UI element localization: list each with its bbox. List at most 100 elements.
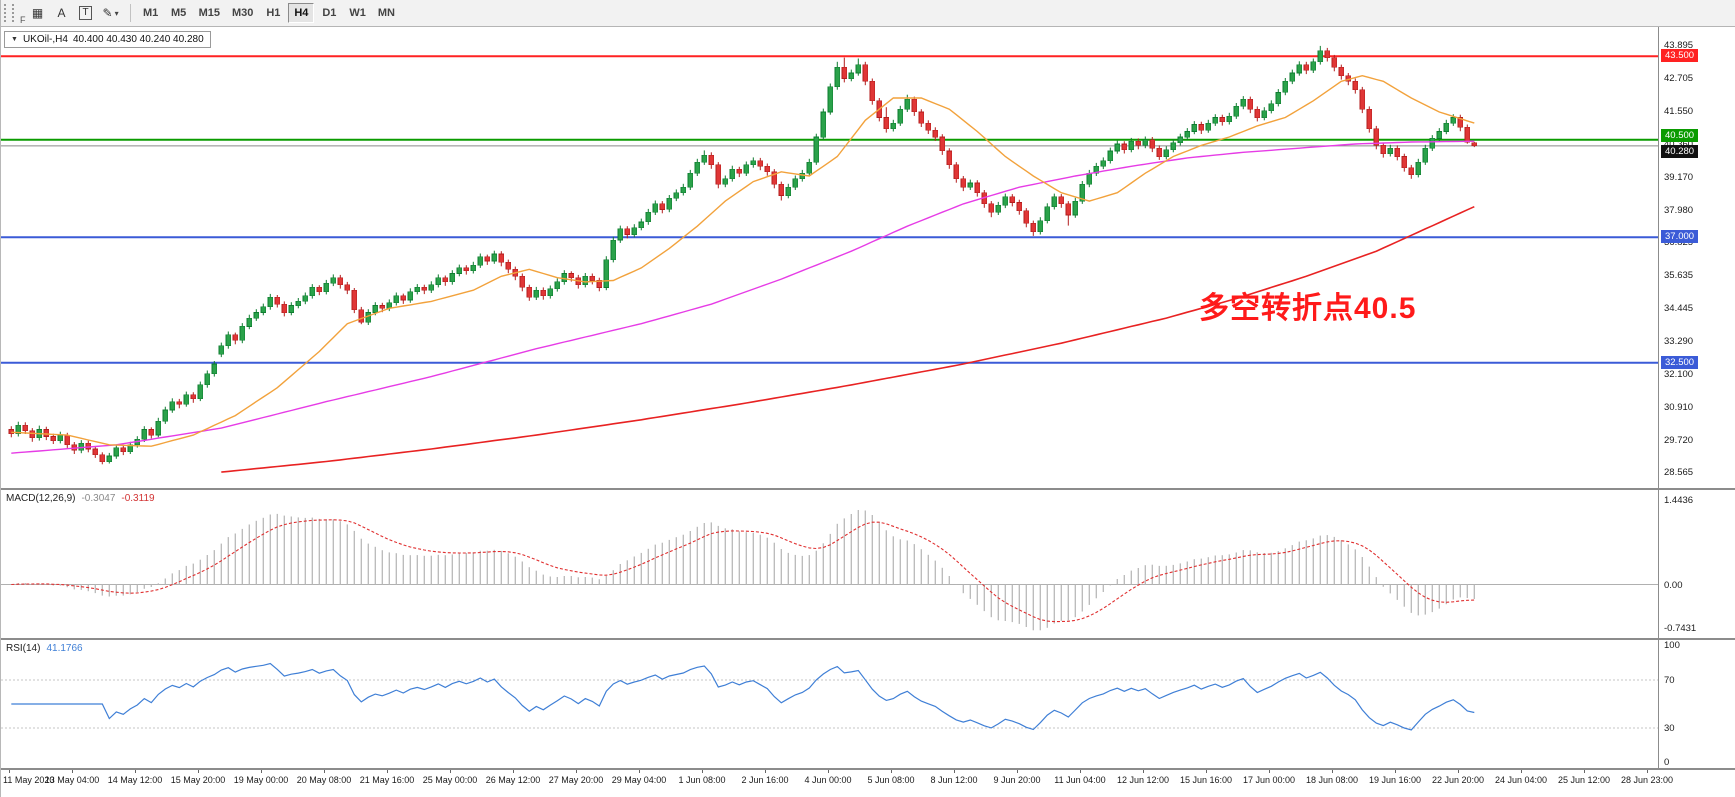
candle-body: [470, 264, 476, 272]
candle-body: [1317, 50, 1323, 63]
ma-fast-line: [11, 74, 1475, 447]
candle-body: [505, 262, 511, 270]
candle-body: [176, 401, 182, 405]
time-axis[interactable]: 11 May 2020 13 May 04:00 14 May 12:00 15 Ma…: [1, 770, 1735, 797]
rsi-axis[interactable]: 100 70 30 0: [1658, 640, 1735, 768]
candle-body: [64, 434, 70, 446]
cursor-a-button[interactable]: A: [51, 3, 73, 24]
time-tick: [765, 770, 766, 773]
candle-body: [246, 317, 252, 327]
candle-body: [1240, 99, 1246, 107]
candle-body: [1198, 124, 1204, 131]
candle-body: [953, 164, 959, 180]
candle-body: [1058, 196, 1064, 205]
time-label: 4 Jun 00:00: [804, 775, 852, 785]
grid-icon: ▦: [31, 6, 44, 20]
macd-axis[interactable]: 1.4436 0.00 -0.7431: [1658, 490, 1735, 638]
time-label: 1 Jun 08:00: [678, 775, 726, 785]
candle-body: [1268, 103, 1274, 111]
candle-body: [1044, 206, 1050, 221]
price-badge: 43.500: [1661, 49, 1699, 62]
candle-body: [1163, 149, 1169, 157]
time-tick: [387, 770, 388, 773]
candle-body: [1170, 142, 1176, 150]
candle-body: [1415, 161, 1421, 175]
candle-body: [1016, 202, 1022, 212]
candle-body: [792, 178, 798, 188]
time-label: 9 Jun 20:00: [993, 775, 1041, 785]
candle-body: [1191, 124, 1197, 132]
panel-separator[interactable]: [1, 638, 1735, 640]
macd-panel-canvas[interactable]: [1, 490, 1658, 638]
rsi-panel-canvas[interactable]: [1, 640, 1658, 768]
text-t-button[interactable]: T: [75, 3, 97, 24]
timeframe-button-M30[interactable]: M30: [227, 3, 258, 23]
timeframe-button-M5[interactable]: M5: [166, 3, 192, 23]
candle-body: [484, 256, 490, 262]
candle-body: [526, 287, 532, 298]
timeframe-button-H4[interactable]: H4: [288, 3, 315, 23]
candle-body: [827, 86, 833, 113]
candle-body: [1107, 150, 1113, 161]
candle-body: [1121, 143, 1127, 150]
candle-body: [1443, 122, 1449, 132]
candle-body: [337, 277, 343, 285]
ma-mid-line: [11, 140, 1475, 454]
price-tick-label: 28.565: [1664, 467, 1694, 478]
candle-body: [617, 228, 623, 241]
candle-body: [1282, 80, 1288, 93]
toolbar-drag-handle[interactable]: [4, 4, 14, 22]
price-badge: 40.500: [1661, 129, 1699, 142]
f-label: F: [20, 15, 26, 25]
time-label: 11 Jun 04:00: [1054, 775, 1106, 785]
time-tick: [1206, 770, 1207, 773]
candle-body: [1079, 184, 1085, 202]
chart-grid-icon-button[interactable]: ▦: [27, 3, 49, 24]
candle-body: [92, 448, 98, 455]
price-axis[interactable]: 43.89542.70541.55040.36039.17037.98036.8…: [1658, 27, 1735, 488]
symbol-dropdown-icon[interactable]: ▼: [11, 36, 18, 43]
shapes-dropdown-button[interactable]: ✎ ▾: [99, 3, 123, 24]
timeframe-button-D1[interactable]: D1: [316, 3, 342, 23]
candle-body: [435, 277, 441, 285]
shapes-icon: ✎: [102, 6, 113, 20]
candle-body: [302, 295, 308, 302]
candle-body: [169, 401, 175, 411]
candle-body: [960, 178, 966, 188]
candle-body: [330, 277, 336, 284]
time-tick: [72, 770, 73, 773]
candle-body: [918, 111, 924, 124]
candle-body: [715, 164, 721, 185]
time-label: 14 May 12:00: [107, 775, 163, 785]
candle-body: [260, 306, 266, 313]
candle-body: [498, 253, 504, 263]
time-label: 13 May 04:00: [44, 775, 100, 785]
time-tick: [639, 770, 640, 773]
candle-body: [582, 276, 588, 286]
timeframe-button-W1[interactable]: W1: [344, 3, 371, 23]
timeframe-button-M15[interactable]: M15: [194, 3, 225, 23]
candle-body: [652, 203, 658, 213]
candle-body: [890, 122, 896, 129]
candle-body: [813, 136, 819, 163]
rsi-label: RSI(14) 41.1766: [6, 643, 83, 654]
candle-body: [862, 64, 868, 82]
candle-body: [1324, 50, 1330, 59]
candle-body: [995, 205, 1001, 213]
candle-body: [708, 154, 714, 166]
rsi-line: [11, 662, 1475, 731]
timeframe-button-H1[interactable]: H1: [260, 3, 286, 23]
candle-body: [1296, 64, 1302, 74]
price-chart-canvas[interactable]: [1, 27, 1658, 488]
macd-label: MACD(12,26,9) -0.3047 -0.3119: [6, 493, 155, 504]
candle-body: [120, 447, 126, 453]
time-tick: [1017, 770, 1018, 773]
panel-separator[interactable]: [1, 488, 1735, 490]
candle-body: [253, 312, 259, 319]
rsi-value: 41.1766: [46, 643, 83, 654]
timeframe-button-M1[interactable]: M1: [138, 3, 164, 23]
panel-separator[interactable]: [1, 768, 1735, 770]
candle-body: [1429, 138, 1435, 149]
timeframe-button-MN[interactable]: MN: [373, 3, 400, 23]
